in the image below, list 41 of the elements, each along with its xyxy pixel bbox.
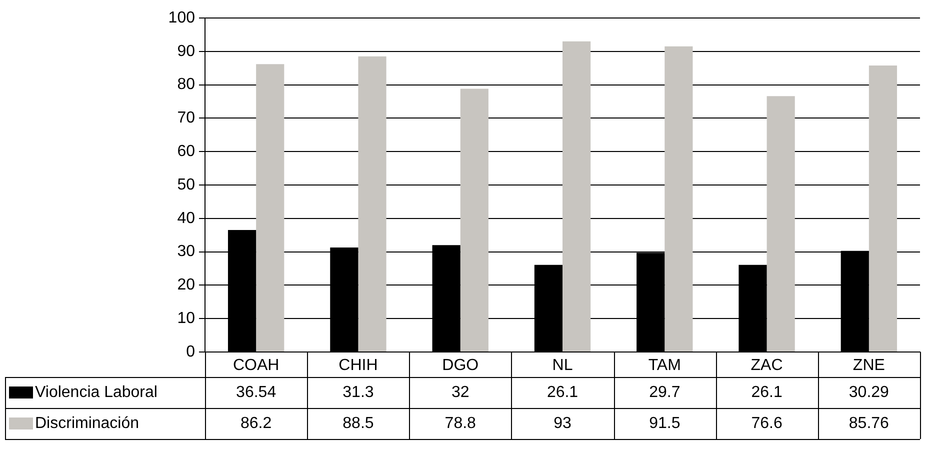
- bar: [664, 46, 693, 352]
- data-label: 93: [554, 414, 572, 432]
- x-tick-label: DGO: [442, 357, 479, 374]
- data-label: 26.1: [751, 384, 782, 401]
- bar: [562, 41, 591, 352]
- data-label: 32: [451, 384, 470, 401]
- data-label: 30.29: [848, 384, 890, 401]
- bar: [358, 56, 386, 352]
- x-tick-label: ZNE: [852, 357, 885, 374]
- y-tick-label: 40: [177, 210, 196, 227]
- y-tick-label: 20: [177, 276, 196, 294]
- data-label: 78.8: [444, 414, 476, 432]
- legend-label: Violencia Laboral: [35, 384, 158, 401]
- y-tick-label: 100: [168, 9, 196, 26]
- data-label: 91.5: [649, 414, 680, 432]
- y-tick-label: 10: [177, 310, 196, 328]
- data-label: 36.54: [236, 384, 276, 401]
- x-tick-label: CHIH: [338, 357, 378, 374]
- y-tick-label: 60: [177, 143, 196, 160]
- bar: [766, 96, 795, 352]
- x-tick-label: TAM: [648, 357, 681, 374]
- y-tick-label: 80: [177, 76, 196, 94]
- x-tick-label: ZAC: [750, 357, 783, 374]
- data-label: 76.6: [751, 414, 782, 432]
- data-label: 85.76: [848, 414, 890, 432]
- bar: [460, 88, 488, 352]
- legend-label: Discriminación: [35, 414, 140, 432]
- y-tick-label: 0: [186, 343, 196, 360]
- data-label: 29.7: [649, 384, 680, 401]
- data-label: 26.1: [546, 384, 578, 401]
- data-label: 88.5: [342, 414, 374, 432]
- y-tick-label: 50: [177, 176, 196, 194]
- data-label: 86.2: [240, 414, 272, 432]
- y-tick-label: 90: [177, 42, 196, 60]
- data-label: 31.3: [342, 384, 374, 401]
- y-tick-label: 70: [177, 110, 196, 127]
- y-tick-label: 30: [177, 243, 196, 260]
- x-tick-label: COAH: [232, 357, 280, 374]
- bar: [256, 64, 284, 352]
- x-tick-label: NL: [552, 357, 573, 374]
- bar: [868, 66, 898, 352]
